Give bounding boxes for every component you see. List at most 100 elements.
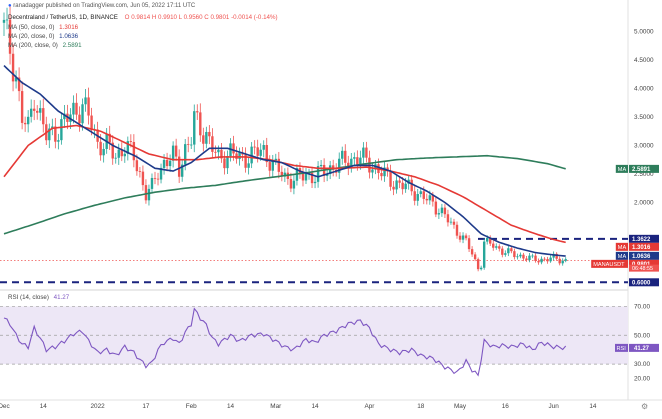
candle-body (504, 253, 507, 255)
candle-body (20, 91, 24, 123)
price-badge-prefix-bg (615, 251, 628, 260)
symbol-title: Decentraland / TetherUS, 1D, BINANCE (8, 14, 118, 21)
candle-body (492, 243, 495, 248)
candle-body (78, 114, 81, 124)
time-axis-label: 14 (227, 403, 235, 410)
candle-body (525, 258, 528, 261)
candle-body (495, 246, 498, 248)
price-badge-prefix: MA (618, 245, 627, 251)
candle-body (29, 108, 33, 117)
candle-body (120, 149, 123, 157)
candle-body (147, 188, 151, 201)
countdown-bg (629, 264, 659, 272)
candle-body (271, 160, 274, 171)
candle-body (81, 104, 84, 124)
candle-body (141, 171, 145, 186)
candle-body (226, 156, 229, 169)
candle-body (464, 235, 468, 239)
candle-body (398, 180, 401, 183)
candle-body (63, 113, 66, 120)
candle-body (422, 191, 425, 199)
ma50-legend[interactable]: MA (50, close, 0) 1.3016 (8, 24, 79, 31)
price-badge-bg (629, 164, 659, 173)
candle-body (48, 128, 51, 141)
rsi-tick-label: 30.00 (634, 361, 650, 368)
candle-body (325, 173, 329, 176)
candle-body (389, 170, 392, 187)
candle-body (171, 145, 175, 161)
candle-body (250, 146, 253, 164)
candle-body (111, 142, 114, 159)
candle-body (561, 260, 564, 264)
candles-group (2, 6, 567, 272)
price-badge-bg (629, 242, 659, 251)
candle-body (17, 77, 21, 92)
candle-body (23, 122, 27, 125)
candle-body (522, 254, 525, 259)
ma20-legend[interactable]: MA (20, close, 0) 1.0636 (8, 33, 79, 40)
candle-body (371, 169, 374, 173)
candle-body (344, 150, 347, 163)
candle-body (383, 167, 386, 177)
price-badge-value: 1.3016 (632, 245, 651, 251)
candle-body (428, 195, 432, 201)
candle-body (123, 153, 126, 157)
candle-body (338, 158, 341, 173)
candle-body (208, 131, 211, 137)
candle-body (341, 150, 344, 159)
candle-body (292, 180, 296, 189)
time-axis-label: 18 (417, 403, 425, 410)
candle-body (187, 144, 190, 145)
candle-body (359, 157, 362, 165)
candle-body (540, 258, 543, 263)
candle-body (87, 97, 90, 116)
tradingview-logo-icon: ● (8, 3, 12, 9)
candle-body (486, 237, 489, 242)
price-badge-value: 1.3622 (632, 237, 651, 243)
price-badge: MA 1.0636 (615, 251, 659, 260)
candle-body (537, 261, 540, 263)
time-axis-label: 17 (142, 403, 150, 410)
candle-body (102, 148, 105, 156)
candle-body (401, 182, 404, 190)
candle-body (75, 102, 78, 115)
candle-body (431, 195, 435, 202)
candle-body (564, 259, 567, 261)
candle-body (223, 158, 226, 169)
price-badge-bg (629, 251, 659, 260)
candle-body (214, 151, 217, 153)
candle-body (461, 235, 465, 240)
candle-body (8, 19, 12, 54)
candle-body (501, 248, 504, 255)
price-badge: MA 2.5891 (615, 164, 659, 173)
time-axis-label: Jun (548, 403, 559, 410)
candle-body (126, 141, 130, 154)
candle-body (458, 235, 462, 240)
candle-body (443, 207, 447, 215)
price-tick-label: 3.0000 (634, 142, 654, 149)
candle-body (253, 146, 256, 148)
rsi-badge-prefix-bg (615, 343, 628, 352)
candle-body (446, 214, 450, 223)
candle-body (489, 237, 492, 244)
time-axis-label: 16 (502, 403, 510, 410)
candle-body (476, 259, 480, 270)
time-axis-label: Dec (0, 403, 10, 410)
time-axis-label: Feb (186, 403, 197, 410)
time-axis-label: 14 (312, 403, 320, 410)
time-axis-label: Mar (270, 403, 282, 410)
price-tick-label: 5.0000 (634, 28, 654, 35)
candle-body (301, 173, 305, 181)
candle-body (516, 256, 519, 258)
price-tick-label: 2.0000 (634, 199, 654, 206)
price-badge: MA 1.3016 (615, 242, 659, 251)
candle-body (177, 156, 181, 177)
ma200-legend[interactable]: MA (200, close, 0) 2.5891 (8, 42, 82, 49)
rsi-legend[interactable]: RSI (14, close) 41.27 (8, 294, 70, 301)
price-tick-label: 3.5000 (634, 114, 654, 121)
candle-body (259, 149, 262, 156)
candle-body (156, 178, 160, 180)
candle-body (319, 164, 323, 167)
